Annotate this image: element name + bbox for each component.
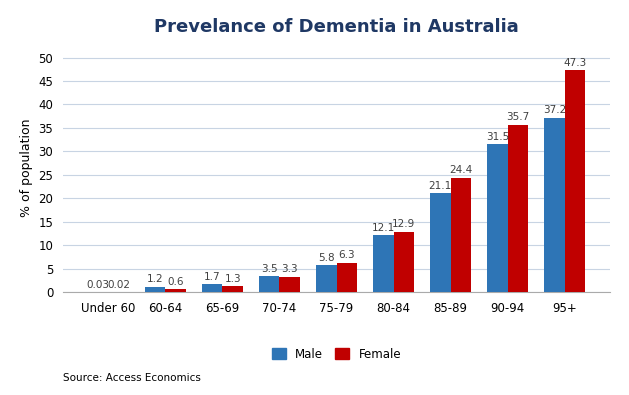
Legend: Male, Female: Male, Female — [267, 343, 406, 365]
Text: 35.7: 35.7 — [506, 112, 530, 122]
Text: 5.8: 5.8 — [318, 253, 335, 263]
Text: 1.7: 1.7 — [204, 272, 220, 282]
Bar — [165, 290, 186, 292]
Text: 1.3: 1.3 — [225, 274, 241, 284]
Text: 37.2: 37.2 — [543, 105, 566, 115]
Text: 47.3: 47.3 — [564, 58, 587, 68]
Bar — [337, 263, 357, 292]
Text: 0.03: 0.03 — [87, 280, 109, 290]
Title: Prevelance of Dementia in Australia: Prevelance of Dementia in Australia — [154, 18, 519, 36]
Text: 12.9: 12.9 — [392, 219, 416, 229]
Y-axis label: % of population: % of population — [19, 118, 33, 217]
Bar — [544, 118, 565, 292]
Bar — [394, 232, 414, 292]
Bar — [450, 178, 471, 292]
Bar — [430, 193, 450, 292]
Bar — [259, 276, 279, 292]
Bar — [316, 265, 337, 292]
Text: 24.4: 24.4 — [449, 166, 472, 175]
Text: 6.3: 6.3 — [338, 250, 355, 260]
Bar — [508, 125, 528, 292]
Text: 3.3: 3.3 — [281, 265, 298, 275]
Bar — [373, 235, 394, 292]
Text: 0.02: 0.02 — [107, 280, 130, 290]
Bar — [565, 70, 585, 292]
Text: 31.5: 31.5 — [486, 132, 509, 142]
Bar — [487, 145, 508, 292]
Text: Source: Access Economics: Source: Access Economics — [63, 373, 201, 383]
Bar — [202, 284, 223, 292]
Text: 3.5: 3.5 — [261, 263, 277, 273]
Text: 0.6: 0.6 — [167, 277, 184, 287]
Bar — [223, 286, 243, 292]
Text: 12.1: 12.1 — [372, 223, 395, 233]
Text: 1.2: 1.2 — [147, 274, 164, 284]
Bar — [145, 287, 165, 292]
Text: 21.1: 21.1 — [429, 181, 452, 191]
Bar — [279, 277, 300, 292]
